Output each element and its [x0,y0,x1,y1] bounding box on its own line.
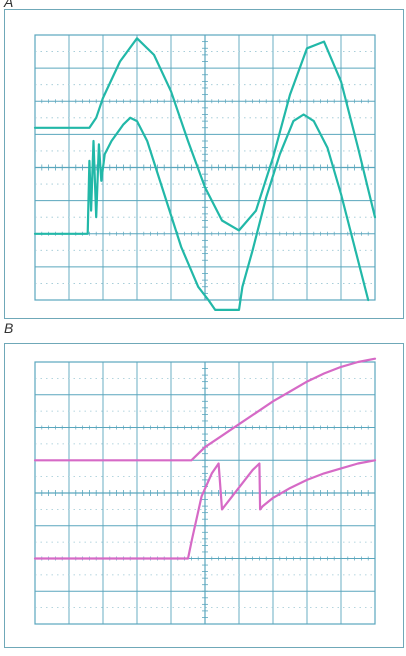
oscilloscope-b [33,357,377,625]
trace-series-2 [33,459,377,560]
panel-b-frame [4,343,404,648]
graticule [34,34,376,301]
graticule [34,361,376,625]
panel-a-label: A [4,0,14,10]
trace-series-2 [33,113,370,311]
trace-series-1 [33,37,377,232]
panel-b-label: B [4,320,14,336]
panel-a-frame [4,9,404,319]
oscilloscope-a [33,34,377,311]
trace-series-1 [33,357,377,462]
